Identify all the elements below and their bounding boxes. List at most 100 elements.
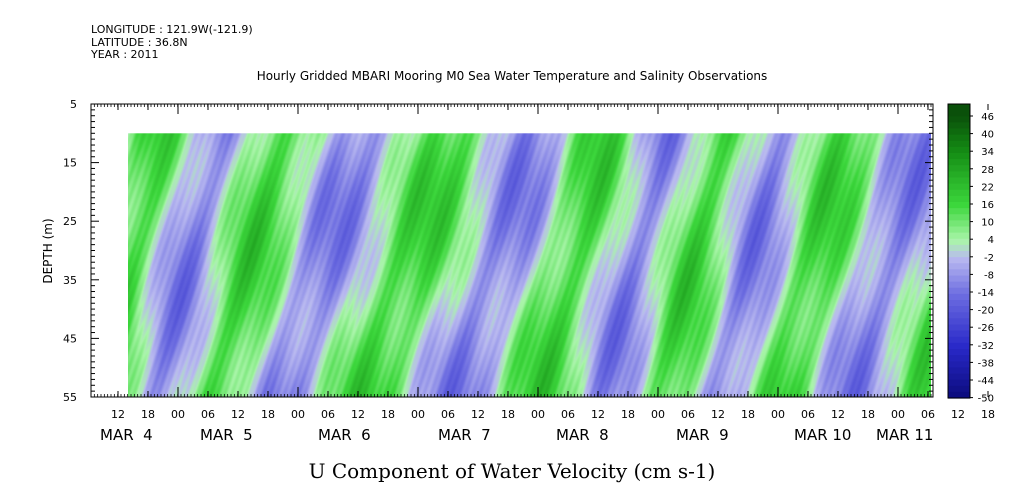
y-tick-label: 55 bbox=[63, 391, 77, 404]
colorbar-swatch bbox=[948, 232, 970, 240]
x-hour-label: 12 bbox=[111, 408, 125, 421]
colorbar-swatch bbox=[948, 330, 970, 338]
x-hour-label: 00 bbox=[651, 408, 665, 421]
colorbar-swatch bbox=[948, 165, 970, 172]
colorbar-label: 28 bbox=[981, 165, 994, 176]
colorbar-swatch bbox=[948, 318, 970, 326]
colorbar-label: -20 bbox=[978, 306, 994, 317]
colorbar-swatch bbox=[948, 208, 970, 215]
colorbar-swatch bbox=[948, 220, 970, 228]
colorbar-swatch bbox=[948, 146, 970, 154]
x-hour-label: 06 bbox=[681, 408, 695, 421]
colorbar: 46 40 34 28 22 16 10 4 -2 -8 -14 -20 -26 -32 -38 -44 -50 bbox=[947, 103, 994, 405]
colorbar-swatch bbox=[948, 202, 970, 209]
x-axis: 12 18 00 06 12 18 00 06 12 18 00 06 12 18 00 06 12 18 00 06… bbox=[90, 104, 995, 444]
x-hour-label: 12 bbox=[831, 408, 845, 421]
x-day-label: MAR 9 bbox=[676, 426, 729, 444]
colorbar-swatch bbox=[948, 355, 970, 362]
colorbar-swatch bbox=[948, 342, 970, 350]
x-hour-label: 06 bbox=[801, 408, 815, 421]
colorbar-swatch bbox=[948, 324, 970, 332]
colorbar-swatch bbox=[948, 257, 970, 264]
colorbar-label: -44 bbox=[978, 376, 994, 387]
colorbar-swatch bbox=[948, 183, 970, 191]
colorbar-label: -26 bbox=[978, 323, 994, 334]
x-hour-label: 00 bbox=[291, 408, 305, 421]
colorbar-label: 34 bbox=[981, 147, 994, 158]
colorbar-label: -38 bbox=[978, 358, 994, 369]
x-hour-label: 12 bbox=[351, 408, 365, 421]
y-tick-label: 5 bbox=[70, 98, 77, 111]
x-hour-label: 18 bbox=[621, 408, 635, 421]
colorbar-label: -14 bbox=[978, 288, 994, 299]
colorbar-swatch bbox=[948, 306, 970, 313]
x-hour-label: 12 bbox=[711, 408, 725, 421]
x-hour-label: 12 bbox=[591, 408, 605, 421]
colorbar-swatch bbox=[948, 110, 970, 117]
colorbar-swatch bbox=[948, 189, 970, 197]
colorbar-label: 16 bbox=[981, 200, 994, 211]
colorbar-swatch bbox=[948, 300, 970, 307]
x-hour-label: 12 bbox=[951, 408, 965, 421]
heatmap-plot-area bbox=[128, 133, 931, 398]
x-hour-label: 18 bbox=[381, 408, 395, 421]
chart-title: Hourly Gridded MBARI Mooring M0 Sea Wate… bbox=[257, 69, 768, 83]
colorbar-swatch bbox=[948, 379, 970, 387]
colorbar-swatch bbox=[948, 177, 970, 185]
longitude-label: LONGITUDE : 121.9W(-121.9) bbox=[91, 23, 253, 36]
colorbar-frame bbox=[947, 103, 971, 399]
colorbar-swatch bbox=[948, 226, 970, 234]
colorbar-swatch bbox=[948, 281, 970, 289]
colorbar-swatch bbox=[948, 391, 970, 399]
y-tick-label: 45 bbox=[63, 332, 77, 345]
colorbar-label: 46 bbox=[981, 112, 994, 123]
colorbar-swatch bbox=[948, 287, 970, 295]
x-hour-label: 18 bbox=[861, 408, 875, 421]
colorbar-swatch bbox=[948, 373, 970, 381]
colorbar-swatch bbox=[948, 349, 970, 356]
colorbar-swatch bbox=[948, 159, 970, 166]
colorbar-swatch bbox=[948, 128, 970, 136]
x-day-label: MAR 10 bbox=[794, 426, 851, 444]
colorbar-swatch bbox=[948, 293, 970, 301]
x-hour-label: 00 bbox=[531, 408, 545, 421]
colorbar-label: 22 bbox=[981, 182, 994, 193]
colorbar-swatch bbox=[948, 195, 970, 203]
colorbar-swatch bbox=[948, 244, 970, 252]
heatmap-image bbox=[128, 133, 931, 398]
x-day-label: MAR 7 bbox=[438, 426, 491, 444]
y-tick-label: 35 bbox=[63, 274, 77, 287]
x-hour-label: 06 bbox=[441, 408, 455, 421]
y-axis-label: DEPTH (m) bbox=[41, 218, 55, 283]
colorbar-swatch bbox=[948, 153, 970, 160]
colorbar-swatch bbox=[948, 269, 970, 277]
x-hour-label: 18 bbox=[981, 408, 995, 421]
colorbar-swatch bbox=[948, 312, 970, 319]
colorbar-swatch bbox=[948, 263, 970, 270]
colorbar-swatch bbox=[948, 122, 970, 130]
x-hour-label: 00 bbox=[171, 408, 185, 421]
colorbar-swatch bbox=[948, 238, 970, 246]
x-day-label: MAR 5 bbox=[200, 426, 253, 444]
colorbar-swatch bbox=[948, 336, 970, 344]
x-hour-label: 12 bbox=[231, 408, 245, 421]
colorbar-swatch bbox=[948, 367, 970, 375]
x-hour-label: 18 bbox=[261, 408, 275, 421]
x-hour-label: 00 bbox=[891, 408, 905, 421]
x-hour-label: 18 bbox=[141, 408, 155, 421]
colorbar-swatch bbox=[948, 134, 970, 142]
colorbar-swatch bbox=[948, 104, 970, 111]
year-label: YEAR : 2011 bbox=[91, 48, 159, 61]
colorbar-swatch bbox=[948, 275, 970, 283]
x-hour-label: 18 bbox=[741, 408, 755, 421]
x-day-label: MAR 4 bbox=[100, 426, 153, 444]
latitude-label: LATITUDE : 36.8N bbox=[91, 36, 188, 49]
colorbar-label: -2 bbox=[984, 253, 994, 264]
x-axis-label: U Component of Water Velocity (cm s-1) bbox=[309, 459, 716, 483]
colorbar-label: -8 bbox=[984, 270, 994, 281]
y-axis: 5 15 25 35 45 55 bbox=[63, 98, 933, 404]
x-hour-label: 06 bbox=[201, 408, 215, 421]
y-tick-label: 15 bbox=[63, 157, 77, 170]
x-day-label: MAR 6 bbox=[318, 426, 371, 444]
